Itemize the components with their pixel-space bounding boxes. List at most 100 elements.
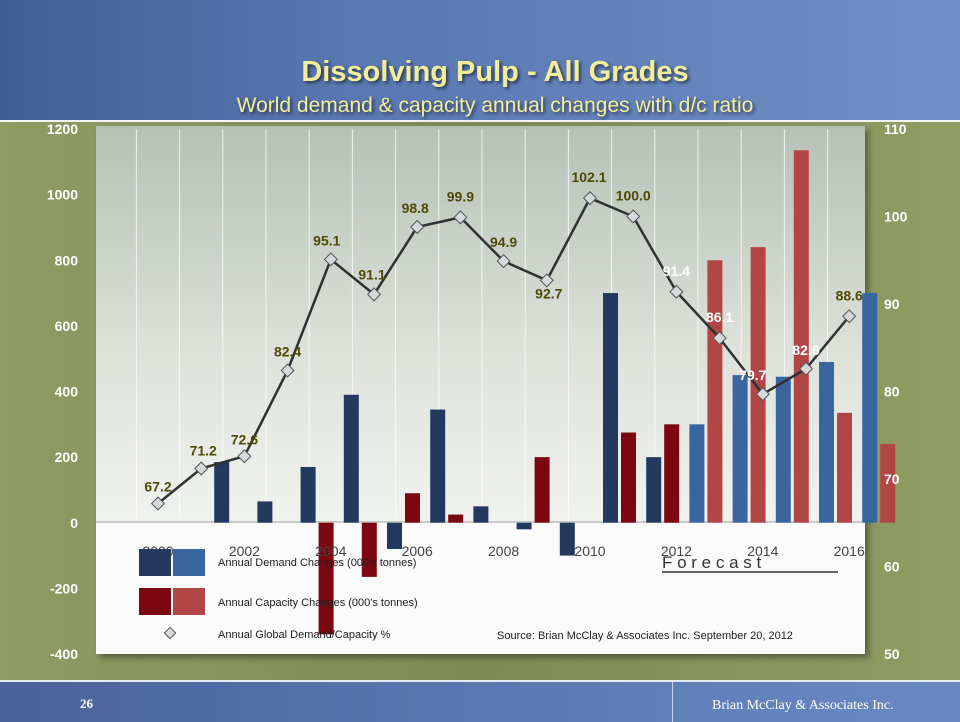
ratio-data-label: 92.7 <box>535 285 562 301</box>
y-tick-label: -200 <box>50 580 78 596</box>
ratio-marker <box>626 209 641 224</box>
y2-tick-label: 50 <box>884 646 900 662</box>
slide-subtitle: World demand & capacity annual changes w… <box>236 94 754 117</box>
ratio-data-label: 79.7 <box>739 367 766 383</box>
ratio-data-label: 86.1 <box>706 309 733 325</box>
ratio-data-label: 82.4 <box>274 344 301 360</box>
bar-group <box>214 150 896 635</box>
bar-capacity <box>534 457 550 523</box>
footer-divider <box>672 682 673 722</box>
bar-demand <box>819 361 834 523</box>
ratio-data-label: 72.6 <box>231 431 258 447</box>
bar-capacity <box>664 424 680 523</box>
ratio-data-label: 94.9 <box>490 234 517 250</box>
bar-capacity <box>621 432 636 523</box>
forecast-label: F o r e c a s t <box>662 553 761 572</box>
bar-demand <box>387 522 402 549</box>
y2-tick-label: 110 <box>884 122 907 137</box>
ratio-data-label: 67.2 <box>144 479 171 495</box>
bar-capacity <box>448 514 464 523</box>
bar-demand <box>603 293 618 523</box>
legend-swatch-demand-actual <box>139 549 171 576</box>
ratio-data-label: 100.0 <box>616 188 651 204</box>
x-tick-label: 2006 <box>402 543 433 559</box>
ratio-marker <box>755 387 770 402</box>
ratio-marker <box>712 331 727 346</box>
bar-capacity <box>793 150 809 523</box>
chart-area: 200020022004200620082010201220142016 Ann… <box>0 121 960 678</box>
bar-demand <box>516 522 532 530</box>
y-tick-label: 1200 <box>47 122 78 137</box>
y-tick-label: 1000 <box>47 187 78 203</box>
bar-demand <box>689 424 705 523</box>
ratio-marker <box>237 449 252 464</box>
plot-lower-fill <box>96 522 865 654</box>
bar-demand <box>559 522 575 556</box>
bar-demand <box>257 501 273 523</box>
x-tick-label: 2010 <box>574 543 605 559</box>
bar-demand <box>430 409 446 523</box>
ratio-data-label: 95.1 <box>313 232 340 248</box>
slide-title: Dissolving Pulp - All Grades <box>301 56 689 88</box>
legend-label-demand: Annual Demand Changes (000's tonnes) <box>218 557 416 569</box>
ratio-marker <box>280 363 295 378</box>
left-axis-ticks: -400 -200 0 200 400 600 800 1000 1200 <box>47 121 79 662</box>
bar-demand <box>214 462 230 523</box>
right-axis-ticks: 50 60 70 80 90 100 110 <box>884 121 908 662</box>
x-tick-label: 2008 <box>488 543 519 559</box>
title-divider <box>0 120 960 122</box>
ratio-marker <box>323 252 338 267</box>
ratio-data-label: 91.1 <box>358 266 385 282</box>
x-tick-label: 2002 <box>229 543 260 559</box>
chart-svg: 200020022004200620082010201220142016 Ann… <box>47 121 908 662</box>
ratio-marker <box>842 309 857 324</box>
bar-demand <box>732 375 748 523</box>
y-tick-label: 800 <box>55 252 79 268</box>
x-tick-label: 2004 <box>315 543 346 559</box>
y2-tick-label: 60 <box>884 559 900 575</box>
bar-demand <box>343 394 359 523</box>
x-tick-label: 2012 <box>661 543 692 559</box>
ratio-marker <box>798 361 814 376</box>
y2-tick-label: 80 <box>884 384 900 400</box>
legend-label-capacity: Annual Capacity Changes (000's tonnes) <box>218 597 418 609</box>
legend-swatch-capacity-forecast <box>173 588 205 615</box>
ratio-data-label: 88.6 <box>836 287 863 303</box>
legend-swatch-demand-forecast <box>173 549 205 576</box>
bar-capacity <box>318 522 334 635</box>
y-tick-label: -400 <box>50 646 78 662</box>
footer-company: Brian McClay & Associates Inc. <box>712 698 894 713</box>
ratio-data-label: 102.1 <box>571 169 606 185</box>
y-tick-label: 400 <box>55 384 79 400</box>
bar-demand <box>862 293 878 523</box>
bar-demand <box>646 457 662 523</box>
ratio-marker <box>582 191 598 206</box>
ratio-marker <box>669 284 684 299</box>
title-band <box>0 0 960 120</box>
ratio-data-label: 99.9 <box>447 188 474 204</box>
ratio-marker <box>150 496 166 511</box>
legend-marker-ratio <box>163 626 177 640</box>
source-note: Source: Brian McClay & Associates Inc. S… <box>497 630 793 642</box>
ratio-data-label: 82.6 <box>792 342 819 358</box>
ratio-data-label: 91.4 <box>663 263 690 279</box>
ratio-data-label: 71.2 <box>190 443 217 459</box>
y2-tick-label: 100 <box>884 209 908 225</box>
page-number: 26 <box>80 696 93 711</box>
x-tick-label: 2014 <box>747 543 778 559</box>
footer-band: 26 Brian McClay & Associates Inc. <box>0 680 960 722</box>
legend-swatch-capacity-actual <box>139 588 171 615</box>
legend-label-ratio: Annual Global Demand/Capacity % <box>218 629 391 641</box>
grid-lines <box>135 129 829 522</box>
bar-demand <box>473 506 489 523</box>
bar-capacity <box>707 260 723 523</box>
x-tick-label: 2016 <box>834 543 865 559</box>
bar-capacity <box>750 247 766 523</box>
y-tick-label: 0 <box>70 515 78 531</box>
bar-demand <box>300 466 316 523</box>
ratio-marker <box>410 219 425 235</box>
ratio-marker <box>496 254 511 269</box>
ratio-line-group: 67.2 71.2 72.6 82.4 95.1 91.1 98.8 99.9 94.9 92.7… <box>144 169 863 511</box>
ratio-marker <box>194 461 209 476</box>
bar-capacity <box>837 412 852 523</box>
